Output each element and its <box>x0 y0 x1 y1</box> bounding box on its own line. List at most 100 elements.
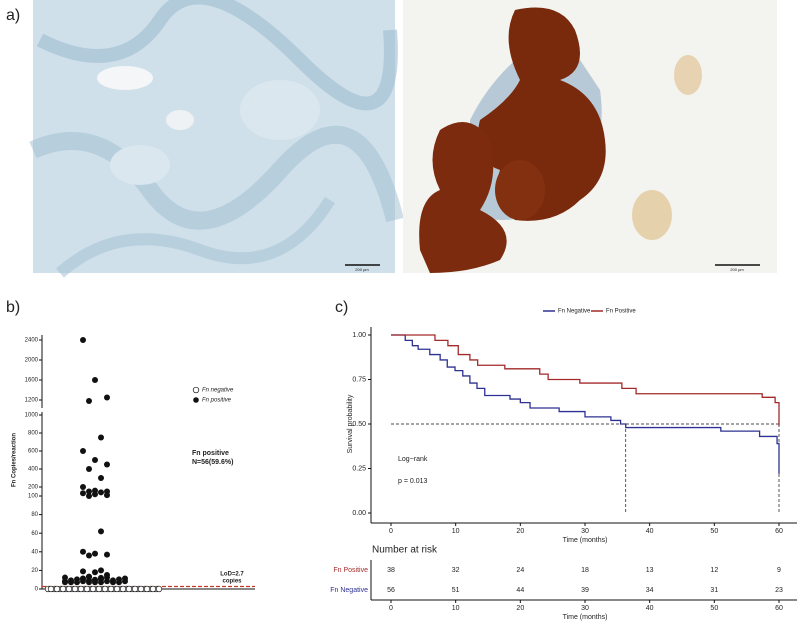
y-tick-label: 0.25 <box>352 465 366 472</box>
dot-negative <box>107 585 115 593</box>
dot-negative <box>95 585 103 593</box>
y-tick-label: 600 <box>28 449 39 455</box>
x-tick-label: 50 <box>710 605 718 612</box>
dot-negative <box>125 585 133 593</box>
dot-positive <box>92 377 98 383</box>
annotation: Fn positive <box>192 450 229 457</box>
x-tick-label: 30 <box>581 605 589 612</box>
scale-bar-label: 200 µm <box>355 267 369 272</box>
dot-negative <box>149 585 157 593</box>
x-tick-label: 60 <box>775 605 783 612</box>
dot-negative <box>143 585 151 593</box>
x-tick-label: 20 <box>516 605 524 612</box>
dot-negative <box>53 585 61 593</box>
risk-count: 9 <box>777 567 781 574</box>
dot-positive <box>80 448 86 454</box>
risk-count: 32 <box>452 567 460 574</box>
dot-positive <box>98 579 104 586</box>
risk-count: 38 <box>387 567 395 574</box>
dot-positive <box>86 493 92 499</box>
panel-label: a) <box>6 7 20 24</box>
dot-positive <box>86 579 92 586</box>
dot-positive <box>98 528 104 535</box>
dot-negative <box>101 585 109 593</box>
risk-count: 34 <box>646 587 654 594</box>
risk-row-name: Fn Positive <box>333 567 368 574</box>
dot-positive <box>80 490 86 497</box>
dot-positive <box>80 578 86 585</box>
dot-negative <box>131 585 139 593</box>
y-tick-label: 2400 <box>25 338 39 344</box>
risk-count: 31 <box>710 587 718 594</box>
dot-positive <box>74 579 80 586</box>
x-axis-label: Time (months) <box>563 537 608 544</box>
legend-label: Fn Positive <box>606 309 636 315</box>
risk-count: 13 <box>646 567 654 574</box>
dot-positive <box>80 548 86 555</box>
dot-positive <box>62 579 68 586</box>
annotation: N=56(59.6%) <box>192 459 233 466</box>
risk-count: 44 <box>516 587 524 594</box>
dot-positive <box>86 398 92 404</box>
dot-positive <box>98 567 104 574</box>
y-tick-label: 400 <box>28 467 39 473</box>
y-tick-label: 1.00 <box>352 332 366 339</box>
dot-positive <box>104 578 110 585</box>
dot-positive <box>104 394 110 401</box>
x-tick-label: 10 <box>452 528 460 535</box>
y-tick-label: 60 <box>31 531 38 537</box>
dot-negative <box>89 585 97 593</box>
scale-bar-label: 200 µm <box>730 267 744 272</box>
x-tick-label: 60 <box>775 528 783 535</box>
dot-negative <box>155 585 163 593</box>
dot-negative <box>83 585 91 593</box>
dot-negative <box>59 585 67 593</box>
dot-positive <box>92 569 98 576</box>
legend-label: Fn positive <box>202 398 232 404</box>
legend-label: Fn Negative <box>558 309 591 315</box>
y-tick-label: 100 <box>28 494 39 500</box>
x-axis-label: Time (months) <box>563 614 608 621</box>
dot-positive <box>122 578 128 585</box>
x-tick-label: 0 <box>389 528 393 535</box>
x-tick-label: 0 <box>389 605 393 612</box>
dot-positive <box>98 489 104 496</box>
dot-negative <box>113 585 121 593</box>
panel-label: b) <box>6 299 20 316</box>
x-tick-label: 10 <box>452 605 460 612</box>
y-tick-label: 800 <box>28 431 39 437</box>
legend-label: Fn negative <box>202 388 234 394</box>
y-tick-label: 0.50 <box>352 421 366 428</box>
dot-positive <box>80 337 86 343</box>
micrograph-right: 200 µm <box>403 0 777 273</box>
risk-count: 18 <box>581 567 589 574</box>
dot-positive <box>92 457 98 463</box>
dot-negative <box>71 585 79 593</box>
risk-count: 12 <box>710 567 718 574</box>
dot-positive <box>80 568 86 575</box>
annotation: Log−rank <box>398 456 428 463</box>
dot-positive <box>104 551 110 558</box>
y-tick-label: 80 <box>31 512 38 518</box>
dot-positive <box>86 466 92 472</box>
dot-positive <box>104 461 110 468</box>
micrograph-left: 200 µm <box>29 0 404 278</box>
y-tick-label: 0.75 <box>352 376 366 383</box>
survival-curve <box>391 334 780 426</box>
risk-count: 51 <box>452 587 460 594</box>
dot-positive <box>110 579 116 586</box>
dot-positive <box>86 488 92 495</box>
dot-positive <box>80 484 86 490</box>
y-tick-label: 40 <box>31 549 38 555</box>
risk-count: 56 <box>387 587 395 594</box>
x-tick-label: 40 <box>646 528 654 535</box>
dot-positive <box>98 434 104 441</box>
legend-marker <box>193 397 199 403</box>
risk-count: 24 <box>516 567 524 574</box>
dot-positive <box>92 579 98 586</box>
x-tick-label: 20 <box>516 528 524 535</box>
survival-curve <box>391 334 780 474</box>
risk-count: 23 <box>775 587 783 594</box>
dot-negative <box>77 585 85 593</box>
y-tick-label: 0 <box>35 587 39 593</box>
